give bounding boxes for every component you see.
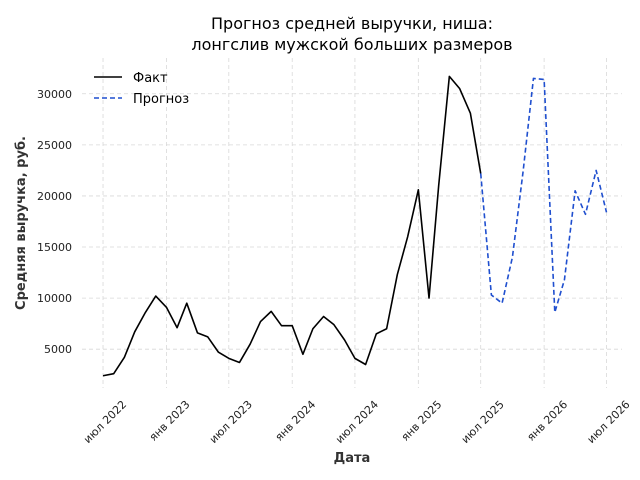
legend: Факт Прогноз: [94, 71, 189, 107]
legend-label-fact: Факт: [133, 71, 168, 86]
x-tick-label: янв 2023: [147, 398, 193, 444]
series-line-fact: [102, 75, 482, 377]
x-tick-label: июл 2022: [81, 398, 129, 446]
x-tick-labels: июл 2022 янв 2023 июл 2023 янв 2024 июл 2024…: [81, 398, 633, 446]
x-tick-label: янв 2024: [273, 398, 319, 444]
y-axis-label: Средняя выручка, руб.: [14, 136, 29, 310]
y-tick-labels: 5000 10000 15000 20000 25000 30000: [37, 88, 72, 356]
x-tick-label: июл 2025: [459, 398, 507, 446]
x-tick-label: июл 2023: [207, 398, 255, 446]
y-tick-label: 10000: [37, 292, 72, 305]
x-tick-label: янв 2025: [399, 398, 445, 444]
x-axis-label: Дата: [334, 451, 371, 466]
chart-title-line-2: лонгслив мужской больших размеров: [191, 35, 512, 54]
series-line-forecast: [479, 77, 608, 314]
y-gridlines: [82, 93, 622, 350]
y-tick-label: 15000: [37, 241, 72, 254]
chart-title-line-1: Прогноз средней выручки, ниша:: [211, 14, 493, 33]
x-tick-label: июл 2026: [585, 398, 633, 446]
legend-label-forecast: Прогноз: [133, 92, 189, 107]
series-layer: [102, 75, 608, 377]
y-tick-label: 30000: [37, 88, 72, 101]
x-gridlines: [102, 58, 607, 388]
y-tick-label: 5000: [44, 343, 72, 356]
y-tick-label: 20000: [37, 190, 72, 203]
x-tick-label: июл 2024: [333, 398, 381, 446]
y-tick-label: 25000: [37, 139, 72, 152]
x-tick-label: янв 2026: [524, 398, 570, 444]
